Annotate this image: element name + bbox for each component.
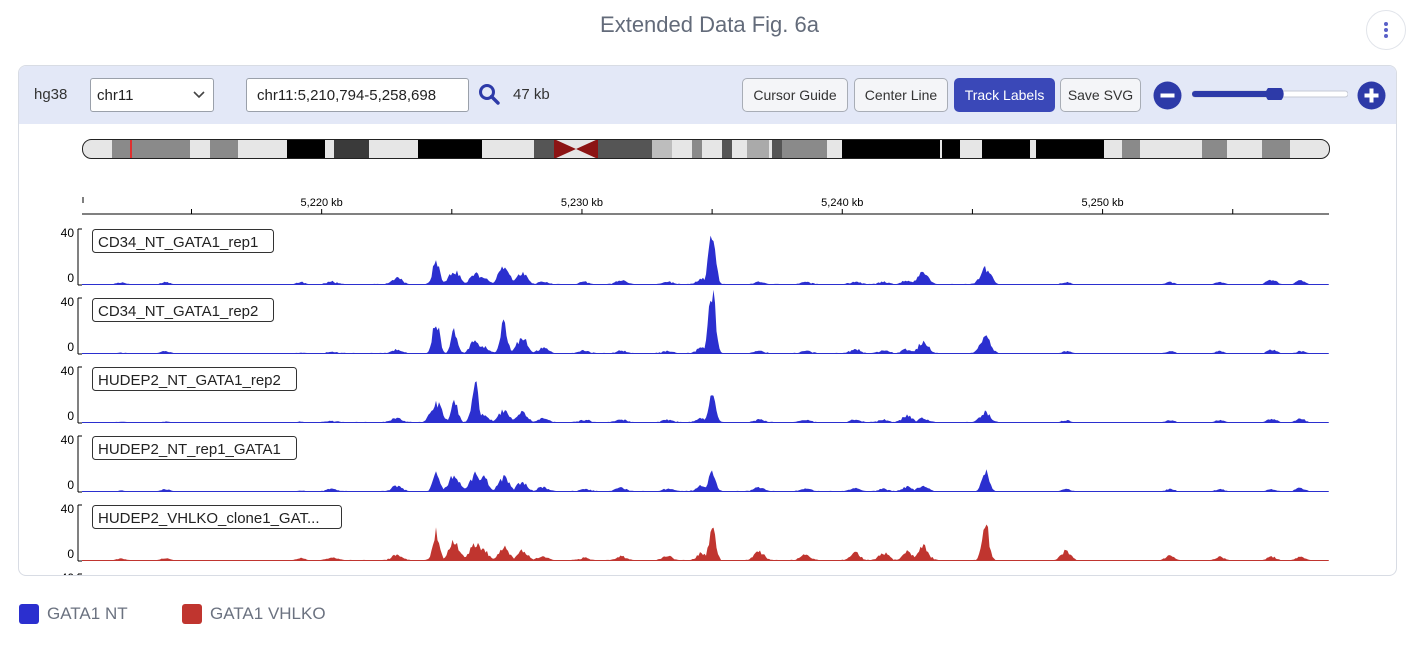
zoom-in-icon[interactable]	[1357, 81, 1386, 110]
track-label-box	[92, 505, 342, 529]
track-label-box	[92, 436, 297, 460]
track-signal	[82, 469, 1329, 492]
track-label[interactable]: HUDEP2_NT_GATA1_rep2	[92, 367, 297, 391]
ruler: 5,220 kb 5,230 kb 5,240 kb 5,250 kb	[82, 197, 1329, 215]
search-icon[interactable]	[478, 83, 500, 105]
zoom-out-icon[interactable]	[1153, 81, 1182, 110]
track-signal	[82, 524, 1329, 561]
track-label-text: CD34_NT_GATA1_rep1	[98, 234, 258, 251]
legend-item-nt: GATA1 NT	[19, 603, 128, 625]
track-label[interactable]: HUDEP2_VHLKO_clone1_GAT...	[92, 505, 342, 529]
locus-input[interactable]: chr11:5,210,794-5,258,698	[246, 78, 469, 112]
ruler-tick-label: 5,250 kb	[1081, 197, 1123, 209]
track-y-min-label: 0	[67, 409, 74, 423]
track-y-max-label: 40	[61, 502, 75, 516]
track[interactable]: 40 0 CD34_NT_GATA1_rep2	[61, 289, 1329, 355]
legend-label-vhlko: GATA1 VHLKO	[210, 604, 326, 623]
track-y-max-label: 40	[61, 364, 75, 378]
track[interactable]: 40 0 CD34_NT_GATA1_rep1	[61, 226, 1329, 286]
track-y-max-label: 40	[61, 295, 75, 309]
track-y-min-label: 0	[67, 547, 74, 561]
chromosome-ideogram[interactable]	[82, 139, 1330, 159]
legend-label-nt: GATA1 NT	[47, 604, 128, 623]
zoom-slider[interactable]	[1192, 88, 1348, 100]
zoom-slider-thumb[interactable]	[1265, 88, 1284, 100]
track-y-min-label: 0	[67, 271, 74, 285]
ideogram-position-marker	[130, 139, 132, 159]
track-label-box	[92, 367, 297, 391]
page-title: Extended Data Fig. 6a	[600, 12, 819, 37]
track-area[interactable]: 5,220 kb 5,230 kb 5,240 kb 5,250 kb 40 0 CD34_…	[19, 181, 1397, 576]
track[interactable]: 40 0 HUDEP2_VHLKO_clone1_GAT...	[61, 502, 1329, 562]
cursor-guide-button[interactable]: Cursor Guide	[742, 78, 848, 112]
track-labels-button[interactable]: Track Labels	[954, 78, 1055, 112]
track-y-max-label: 40	[61, 433, 75, 447]
zoom-slider-fill	[1192, 91, 1275, 97]
track-label-box	[92, 298, 274, 322]
genome-browser: hg38 chr11 chr11:5,210,794-5,258,698 47 …	[18, 65, 1397, 576]
ruler-tick-label: 5,220 kb	[301, 197, 343, 209]
track[interactable]: 40 0 HUDEP2_NT_GATA1_rep2	[61, 364, 1329, 424]
track-y-min-label: 0	[67, 340, 74, 354]
more-options-button[interactable]	[1366, 10, 1406, 50]
ruler-tick-label: 5,240 kb	[821, 197, 863, 209]
track-label-text: CD34_NT_GATA1_rep2	[98, 303, 258, 320]
legend-swatch-vhlko	[182, 604, 202, 624]
chromosome-select[interactable]: chr11	[90, 78, 214, 112]
center-line-button[interactable]: Center Line	[854, 78, 948, 112]
chromosome-value: chr11	[97, 87, 134, 104]
browser-toolbar: hg38 chr11 chr11:5,210,794-5,258,698 47 …	[19, 66, 1396, 124]
save-svg-button[interactable]: Save SVG	[1060, 78, 1141, 112]
track-label[interactable]: CD34_NT_GATA1_rep1	[92, 229, 274, 253]
track-y-max-label: 40	[61, 226, 75, 240]
window-width: 47 kb	[513, 86, 550, 103]
chevron-down-icon	[193, 91, 205, 99]
legend-swatch-nt	[19, 604, 39, 624]
track-label-text: HUDEP2_NT_rep1_GATA1	[98, 441, 281, 458]
track-label-text: HUDEP2_NT_GATA1_rep2	[98, 372, 281, 389]
track-y-min-label: 0	[67, 478, 74, 492]
legend-item-vhlko: GATA1 VHLKO	[182, 603, 326, 625]
track-y-max-label-partial: 40	[61, 571, 75, 576]
track-label[interactable]: HUDEP2_NT_rep1_GATA1	[92, 436, 297, 460]
track-label-box	[92, 229, 274, 253]
kebab-icon	[1384, 22, 1388, 38]
track[interactable]: 40 0 HUDEP2_NT_rep1_GATA1	[61, 433, 1329, 493]
track-label[interactable]: CD34_NT_GATA1_rep2	[92, 298, 274, 322]
genome-label: hg38	[34, 86, 68, 103]
ruler-tick-label: 5,230 kb	[561, 197, 603, 209]
track-label-text: HUDEP2_VHLKO_clone1_GAT...	[98, 510, 320, 527]
